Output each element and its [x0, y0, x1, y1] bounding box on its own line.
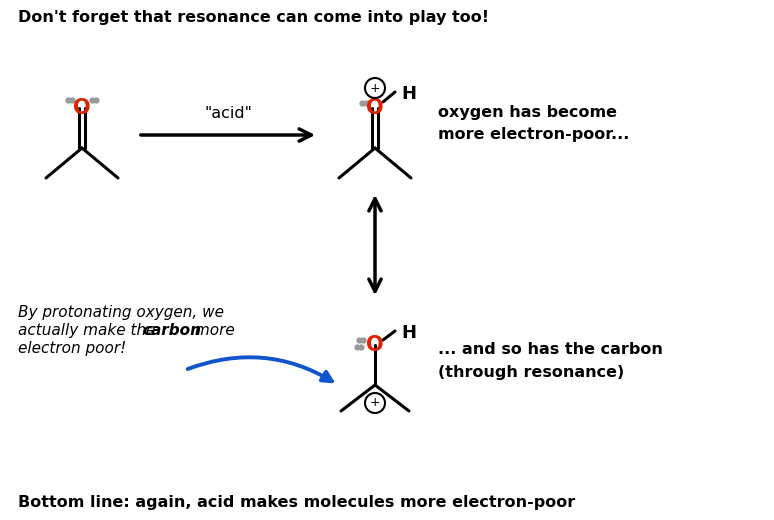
Text: more: more — [190, 323, 235, 338]
Text: more electron-poor...: more electron-poor... — [438, 127, 629, 142]
Text: "acid": "acid" — [204, 106, 252, 121]
Text: O: O — [366, 335, 384, 355]
Text: By protonating oxygen, we: By protonating oxygen, we — [18, 305, 224, 320]
Text: +: + — [370, 396, 380, 410]
FancyArrowPatch shape — [187, 357, 332, 381]
Text: O: O — [74, 98, 91, 118]
Text: Bottom line: again, acid makes molecules more electron-poor: Bottom line: again, acid makes molecules… — [18, 495, 575, 510]
Text: +: + — [370, 82, 380, 95]
Text: O: O — [366, 98, 384, 118]
Text: actually make the: actually make the — [18, 323, 160, 338]
Text: H: H — [401, 85, 416, 103]
Text: electron poor!: electron poor! — [18, 341, 126, 356]
Text: H: H — [401, 324, 416, 342]
Text: carbon: carbon — [142, 323, 201, 338]
Text: Don't forget that resonance can come into play too!: Don't forget that resonance can come int… — [18, 10, 489, 25]
Text: ... and so has the carbon: ... and so has the carbon — [438, 343, 663, 358]
Text: oxygen has become: oxygen has become — [438, 106, 617, 121]
Text: (through resonance): (through resonance) — [438, 365, 625, 380]
